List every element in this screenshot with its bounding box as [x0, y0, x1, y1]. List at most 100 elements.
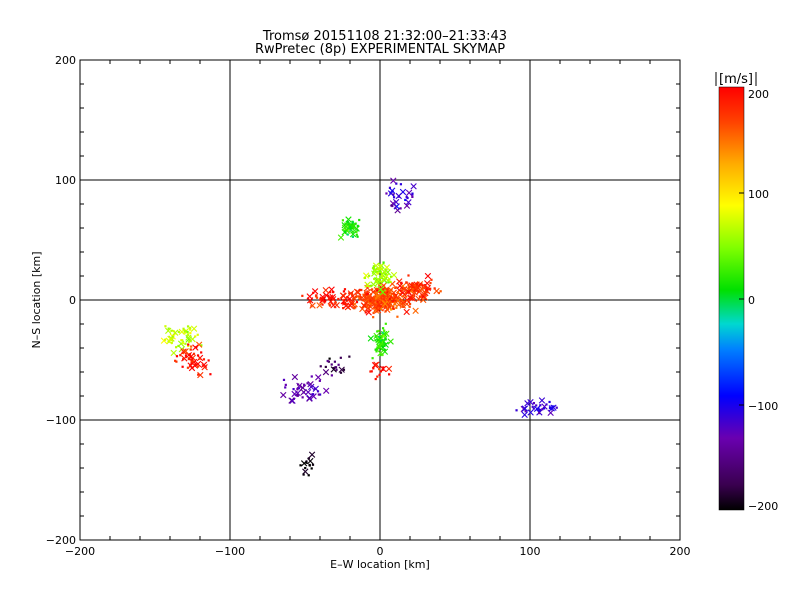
data-point-dot [392, 305, 395, 308]
data-point-dot [377, 272, 380, 275]
data-point-cross [414, 284, 422, 291]
data-point-cross [337, 234, 345, 241]
x-axis-label: E–W location [km] [330, 558, 430, 571]
data-point-dot [348, 355, 351, 358]
data-point-cross [547, 409, 554, 417]
data-point-cross [401, 285, 408, 293]
data-point-dot [548, 400, 551, 404]
data-point-cross [311, 288, 319, 295]
data-point-cross [188, 364, 196, 372]
data-point-dot [396, 297, 399, 300]
data-point-dot [393, 293, 396, 297]
data-point-dot [351, 221, 354, 224]
data-point-dot [187, 343, 190, 346]
data-point-dot [405, 195, 408, 199]
data-point-cross [381, 300, 389, 307]
data-point-dot [284, 386, 287, 389]
data-point-cross [387, 338, 394, 345]
x-tick-label: 0 [377, 545, 384, 558]
data-point-cross [329, 293, 336, 301]
data-point-dot [429, 281, 432, 285]
data-point-dot [339, 371, 343, 374]
data-point-dot [396, 315, 399, 318]
data-point-dot [378, 368, 381, 371]
data-point-dot [187, 344, 190, 348]
data-point-dot [282, 378, 286, 382]
data-point-dot [351, 230, 354, 233]
data-point-dot [358, 288, 361, 292]
data-point-cross [538, 397, 546, 404]
data-point-dot [392, 196, 396, 199]
data-point-dot [319, 393, 322, 396]
data-point-cross [289, 397, 296, 404]
data-point-dot [319, 365, 322, 368]
data-point-dot [364, 296, 367, 299]
data-point-dot [408, 302, 412, 306]
data-point-cross [433, 287, 440, 295]
data-point-dot [384, 322, 387, 325]
data-point-dot [209, 373, 212, 376]
data-point-dot [179, 354, 182, 357]
data-point-cross [302, 468, 309, 475]
data-point-dot [359, 295, 362, 299]
data-point-dot [379, 269, 382, 272]
data-point-dot [378, 373, 381, 376]
data-point-dot [321, 297, 324, 300]
data-point-dot [413, 284, 416, 287]
data-point-dot [376, 375, 379, 378]
data-point-cross [189, 335, 196, 343]
colorbar: [m/s] 200 100 0 −100 −200 [715, 72, 778, 513]
data-point-cross [383, 264, 391, 271]
data-point-cross [378, 270, 386, 278]
data-point-dot [365, 301, 368, 304]
data-point-cross [403, 202, 411, 209]
data-point-dot [167, 327, 170, 330]
data-point-cross [342, 299, 349, 306]
data-point-dot [328, 297, 331, 300]
data-point-dot [374, 296, 378, 299]
data-point-dot [170, 329, 173, 332]
data-point-cross [374, 306, 382, 314]
data-point-dot [373, 306, 376, 309]
data-point-dot [200, 344, 203, 347]
data-point-dot [335, 368, 338, 371]
data-point-cross [200, 361, 208, 368]
data-point-dot [372, 367, 375, 370]
data-point-dot [402, 300, 405, 303]
data-point-dot [342, 368, 346, 371]
data-point-dot [391, 307, 394, 310]
data-point-dot [186, 325, 190, 328]
data-point-dot [196, 333, 199, 336]
data-point-dot [376, 330, 379, 333]
data-point-dot [297, 387, 301, 390]
data-point-cross [381, 269, 389, 276]
data-point-dot [379, 335, 382, 338]
data-point-cross [308, 451, 316, 458]
data-point-dot [400, 289, 404, 292]
y-tick-label: −200 [46, 534, 76, 547]
data-point-dot [376, 289, 379, 292]
y-tick-label: 200 [55, 54, 76, 67]
data-point-cross [345, 216, 352, 223]
chart-subtitle: RwPretec (8p) EXPERIMENTAL SKYMAP [255, 42, 505, 57]
data-point-dot [356, 224, 359, 228]
data-point-dot [371, 288, 374, 291]
data-point-dot [396, 291, 400, 294]
data-point-dot [190, 361, 193, 364]
data-point-dot [372, 265, 375, 268]
data-point-cross [170, 349, 177, 357]
data-point-cross [329, 295, 337, 303]
data-point-dot [379, 264, 382, 267]
data-point-dot [345, 296, 349, 299]
data-point-dot [382, 261, 385, 264]
data-point-dot [190, 362, 193, 365]
data-point-cross [395, 192, 402, 200]
data-point-dot [328, 357, 331, 360]
data-point-cross [322, 368, 330, 376]
data-point-dot [339, 356, 342, 359]
data-point-cross [181, 355, 188, 362]
data-point-dot [385, 288, 388, 291]
data-point-dot [531, 405, 534, 408]
data-point-dot [370, 370, 373, 373]
data-point-dot [424, 285, 427, 288]
